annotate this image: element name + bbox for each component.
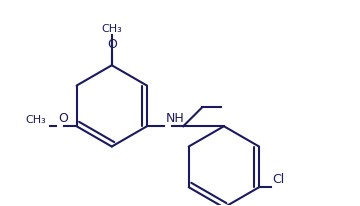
Text: NH: NH [166,112,185,125]
Text: O: O [107,39,117,52]
Text: CH₃: CH₃ [102,24,122,34]
Text: Cl: Cl [272,173,284,186]
Text: CH₃: CH₃ [25,116,46,125]
Text: O: O [59,112,68,125]
